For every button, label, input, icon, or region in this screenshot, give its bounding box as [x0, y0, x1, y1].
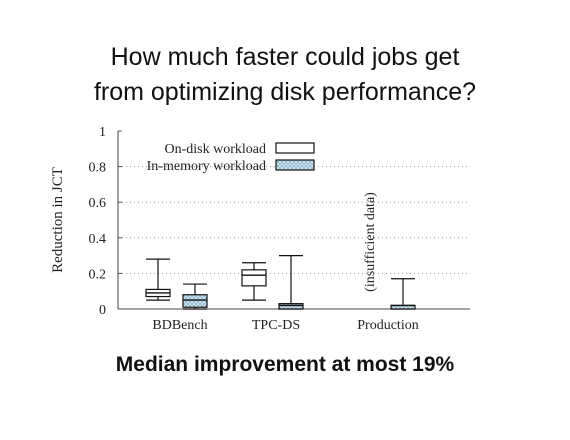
title-line-1: How much faster could jobs get — [110, 43, 460, 71]
box-in-memory-workload-bdbench — [182, 283, 208, 310]
legend-swatch — [275, 159, 315, 171]
x-tick-label: BDBench — [152, 318, 207, 333]
title-line-2: from optimizing disk performance? — [93, 78, 477, 106]
y-tick-label: 0.6 — [89, 196, 107, 211]
box-on-disk-workload-bdbench — [145, 258, 171, 301]
slide-title: How much faster could jobs get from opti… — [0, 40, 570, 110]
annotation-insufficient-data: (insufficient data) — [363, 192, 378, 292]
box-in-memory-workload-tpc-ds — [278, 255, 304, 310]
x-tick-label: Production — [357, 318, 418, 333]
y-tick-label: 1 — [99, 125, 106, 140]
x-tick-label: TPC-DS — [252, 318, 300, 333]
legend-swatch — [275, 142, 315, 154]
y-tick-label: 0.2 — [89, 267, 107, 282]
box-in-memory-workload-production — [390, 278, 416, 310]
box-iqr — [278, 303, 304, 310]
y-tick-label: 0.8 — [89, 161, 107, 176]
y-tick-label: 0.4 — [89, 232, 107, 247]
legend-label: On-disk workload — [165, 142, 267, 157]
y-axis-label: Reduction in JCT — [50, 167, 66, 273]
y-tick-label: 0 — [99, 303, 106, 318]
box-iqr — [241, 269, 267, 287]
box-iqr — [182, 294, 208, 308]
legend-label: In-memory workload — [147, 159, 266, 174]
box-on-disk-workload-tpc-ds — [241, 262, 267, 301]
slide-footer: Median improvement at most 19% — [115, 353, 455, 376]
